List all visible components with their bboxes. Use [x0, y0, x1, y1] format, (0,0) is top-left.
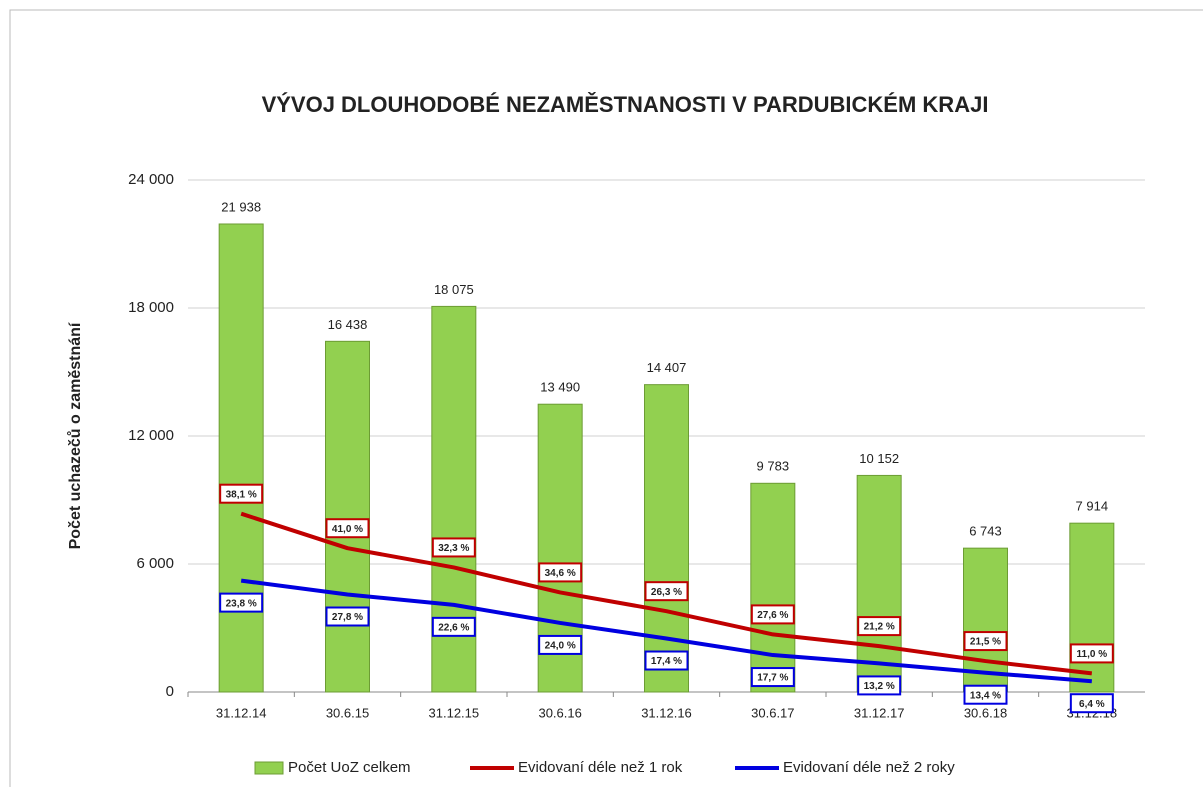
- share-label-box: [431, 537, 476, 558]
- bar-value-label: 6 743: [969, 524, 1002, 539]
- bar: [644, 384, 689, 693]
- x-tick-label: 31.12.17: [854, 705, 905, 720]
- share-label: 17,4 %: [651, 656, 682, 667]
- share-label: 23,8 %: [226, 598, 257, 609]
- share-label: 24,0 %: [545, 641, 576, 652]
- share-label-box: [431, 616, 476, 637]
- bar: [1069, 522, 1115, 693]
- share-label-box: [538, 562, 583, 583]
- bar-value-label: 21 938: [221, 199, 261, 214]
- x-tick-label: 30.6.15: [326, 705, 369, 720]
- share-label: 17,7 %: [757, 673, 788, 684]
- share-label: 21,5 %: [970, 637, 1001, 648]
- share-label: 34,6 %: [545, 568, 576, 579]
- share-label-box: [219, 592, 264, 613]
- y-axis-label: Počet uchazečů o zaměstnání: [67, 322, 84, 549]
- x-tick-label: 30.6.18: [964, 705, 1007, 720]
- share-label-box: [219, 483, 264, 504]
- share-label-box: [750, 604, 795, 625]
- share-label: 21,2 %: [864, 622, 895, 633]
- share-label: 13,4 %: [970, 690, 1001, 701]
- share-label: 6,4 %: [1079, 699, 1105, 710]
- bar: [218, 223, 264, 693]
- x-tick-label: 30.6.17: [751, 705, 794, 720]
- share-label: 32,3 %: [438, 543, 469, 554]
- line: [240, 511, 1093, 676]
- chart-title: VÝVOJ DLOUHODOBÉ NEZAMĚSTNANOSTI V PARDU…: [262, 92, 989, 117]
- y-tick-label: 12 000: [128, 427, 174, 444]
- bar-value-label: 7 914: [1076, 499, 1109, 514]
- share-label-box: [857, 675, 902, 696]
- y-tick-label: 18 000: [128, 299, 174, 316]
- share-label-box: [644, 581, 689, 602]
- share-label-box: [857, 616, 902, 637]
- legend-swatch: [254, 761, 284, 775]
- legend-label: Evidovaní déle než 2 roky: [783, 759, 955, 776]
- share-label: 38,1 %: [226, 489, 257, 500]
- share-label: 27,8 %: [332, 612, 363, 623]
- bar: [856, 474, 902, 693]
- bar-value-label: 14 407: [647, 360, 687, 375]
- share-label: 27,6 %: [757, 610, 788, 621]
- line: [240, 578, 1092, 684]
- legend-label: Evidovaní déle než 1 rok: [518, 759, 683, 776]
- share-label: 11,0 %: [1077, 649, 1108, 660]
- share-label: 22,6 %: [438, 622, 469, 633]
- x-tick-label: 31.12.15: [429, 705, 480, 720]
- share-label-box: [963, 631, 1008, 652]
- share-label-box: [750, 667, 795, 688]
- bar-value-label: 16 438: [328, 317, 368, 332]
- bar: [750, 482, 796, 693]
- share-label: 13,2 %: [864, 681, 895, 692]
- x-tick-label: 31.12.16: [641, 705, 692, 720]
- share-label-box: [325, 518, 370, 539]
- share-label-box: [644, 650, 689, 671]
- bar-value-label: 18 075: [434, 282, 474, 297]
- share-label: 26,3 %: [651, 587, 682, 598]
- share-label-box: [1069, 643, 1114, 664]
- share-label-box: [1069, 693, 1114, 714]
- share-label-box: [538, 634, 583, 655]
- bar-value-label: 10 152: [859, 451, 899, 466]
- x-tick-label: 30.6.16: [538, 705, 581, 720]
- frame: [9, 9, 1203, 787]
- bar-value-label: 13 490: [540, 380, 580, 395]
- share-label-box: [325, 606, 370, 627]
- bar: [325, 340, 370, 693]
- bar-value-label: 9 783: [757, 459, 790, 474]
- legend-label: Počet UoZ celkem: [288, 759, 411, 776]
- share-label-box: [963, 684, 1008, 705]
- share-label: 41,0 %: [332, 524, 363, 535]
- x-tick-label: 31.12.14: [216, 705, 267, 720]
- y-tick-label: 0: [166, 683, 174, 700]
- y-tick-label: 24 000: [128, 171, 174, 188]
- y-tick-label: 6 000: [136, 555, 174, 572]
